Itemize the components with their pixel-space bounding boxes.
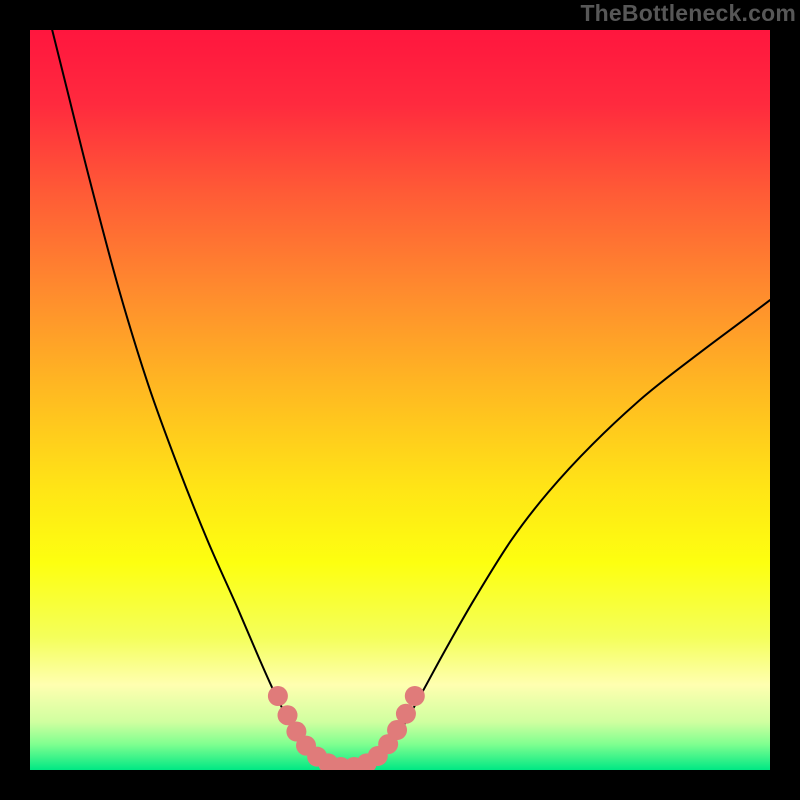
bottleneck-marker xyxy=(396,704,416,724)
bottleneck-curve-svg xyxy=(30,30,770,770)
bottleneck-marker xyxy=(268,686,288,706)
watermark-text: TheBottleneck.com xyxy=(580,0,796,27)
bottleneck-marker xyxy=(405,686,425,706)
bottleneck-curve xyxy=(52,30,770,768)
bottleneck-markers xyxy=(268,686,425,770)
chart-plot-area xyxy=(30,30,770,770)
